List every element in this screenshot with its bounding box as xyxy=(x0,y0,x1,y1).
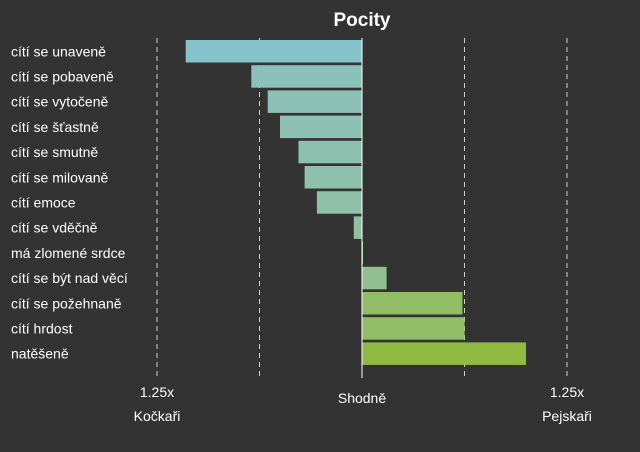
side-label-left: Kočkaři xyxy=(134,408,181,424)
bar xyxy=(251,65,362,88)
bar xyxy=(316,191,362,214)
category-label: cítí se šťastně xyxy=(11,119,99,135)
bar xyxy=(280,115,362,139)
category-label: cítí se pobaveně xyxy=(11,68,114,84)
bar xyxy=(362,317,465,340)
category-label: cítí hrdost xyxy=(11,320,73,336)
bar xyxy=(353,216,362,239)
bar xyxy=(362,266,387,290)
category-label: cítí se požehnaně xyxy=(11,295,122,311)
x-tick-center: Shodně xyxy=(338,390,386,406)
bar xyxy=(362,342,526,365)
bars xyxy=(185,40,526,365)
bar xyxy=(298,140,362,164)
category-label: má zlomené srdce xyxy=(11,245,126,261)
category-label: cítí se být nad věcí xyxy=(11,270,128,286)
bar xyxy=(304,166,362,189)
chart-title: Pocity xyxy=(333,10,390,31)
x-tick-right: 1.25x xyxy=(550,384,584,400)
category-label: natěšeně xyxy=(11,346,69,362)
bar xyxy=(267,90,362,113)
bar xyxy=(362,292,463,315)
bar xyxy=(185,40,362,63)
category-label: cítí se smutně xyxy=(11,144,98,160)
category-label: cítí se vytočeně xyxy=(11,94,108,110)
x-tick-left: 1.25x xyxy=(140,384,174,400)
category-label: cítí se vděčně xyxy=(11,220,98,236)
category-labels: cítí se unaveně cítí se pobaveně cítí se v… xyxy=(11,43,128,361)
category-label: cítí se milovaně xyxy=(11,169,108,185)
category-label: cítí se unaveně xyxy=(11,43,106,59)
category-label: cítí emoce xyxy=(11,194,76,210)
side-label-right: Pejskaři xyxy=(542,408,592,424)
